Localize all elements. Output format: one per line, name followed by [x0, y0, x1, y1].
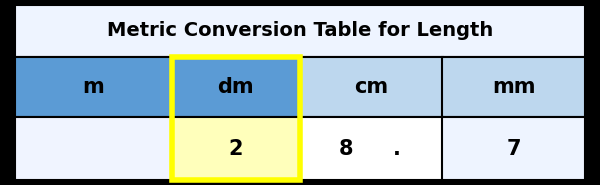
Bar — [442, 57, 585, 117]
Text: cm: cm — [354, 77, 388, 97]
Text: dm: dm — [218, 77, 254, 97]
Bar — [172, 117, 300, 180]
Bar — [15, 117, 172, 180]
Text: 8: 8 — [338, 139, 353, 159]
Text: mm: mm — [492, 77, 536, 97]
Text: 7: 7 — [506, 139, 521, 159]
Text: 2: 2 — [229, 139, 243, 159]
Text: Metric Conversion Table for Length: Metric Conversion Table for Length — [107, 21, 493, 41]
Bar — [442, 117, 585, 180]
Bar — [300, 57, 443, 117]
Bar — [172, 57, 300, 117]
Bar — [300, 117, 443, 180]
Text: m: m — [82, 77, 104, 97]
Bar — [15, 5, 585, 57]
Bar — [15, 57, 172, 117]
Text: .: . — [393, 139, 401, 159]
Bar — [172, 57, 300, 180]
